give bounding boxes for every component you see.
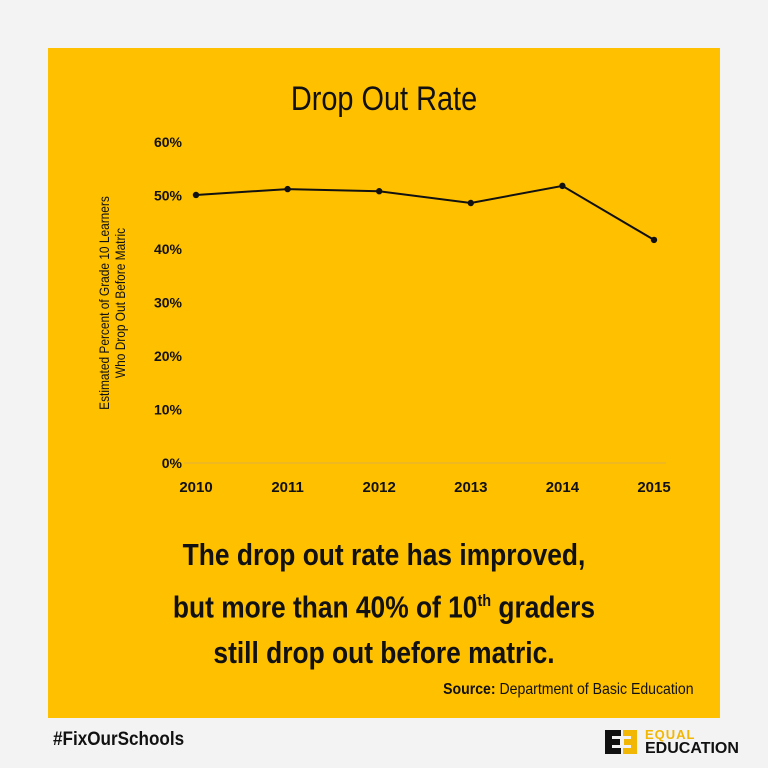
y-tick-label: 40% [154, 241, 183, 257]
y-tick-label: 10% [154, 402, 183, 418]
source-note: Source: Department of Basic Education [444, 681, 694, 699]
x-tick-label: 2012 [363, 479, 396, 496]
y-tick-label: 0% [162, 455, 183, 471]
equal-education-logo: EQUAL EDUCATION [603, 727, 739, 757]
logo-line-1: EQUAL [645, 727, 696, 742]
hashtag: #FixOurSchools [53, 729, 185, 750]
y-tick-label: 60% [154, 134, 183, 150]
message-line: but more than 40% of 10th graders [58, 578, 711, 630]
x-tick-label: 2014 [546, 479, 580, 496]
message-text: but more than 40% of 10 [172, 589, 478, 625]
y-tick-label: 50% [154, 188, 183, 204]
y-tick-label: 30% [154, 295, 183, 311]
message-text: graders [491, 589, 596, 625]
ee-logo-icon [605, 730, 637, 754]
data-point [559, 182, 566, 190]
message-superscript: th [477, 591, 492, 610]
data-point [284, 185, 291, 193]
x-tick-label: 2011 [271, 479, 304, 496]
message-line: still drop out before matric. [213, 635, 555, 671]
data-point [376, 188, 383, 195]
data-point [467, 199, 474, 207]
message-line: The drop out rate has improved, [182, 537, 586, 572]
series-line [195, 184, 655, 241]
data-point [650, 236, 658, 244]
logo-line-2: EDUCATION [645, 740, 739, 757]
x-tick-label: 2010 [179, 479, 212, 496]
x-tick-label: 2015 [637, 479, 670, 496]
source-label: Source: [443, 681, 496, 698]
x-tick-label: 2013 [454, 479, 487, 496]
chart-title: Drop Out Rate [290, 80, 478, 118]
y-tick-label: 20% [154, 348, 183, 364]
source-text: Department of Basic Education [495, 681, 694, 698]
data-point [192, 191, 200, 199]
key-message: The drop out rate has improved, but more… [58, 532, 711, 676]
infographic-panel [48, 48, 720, 718]
